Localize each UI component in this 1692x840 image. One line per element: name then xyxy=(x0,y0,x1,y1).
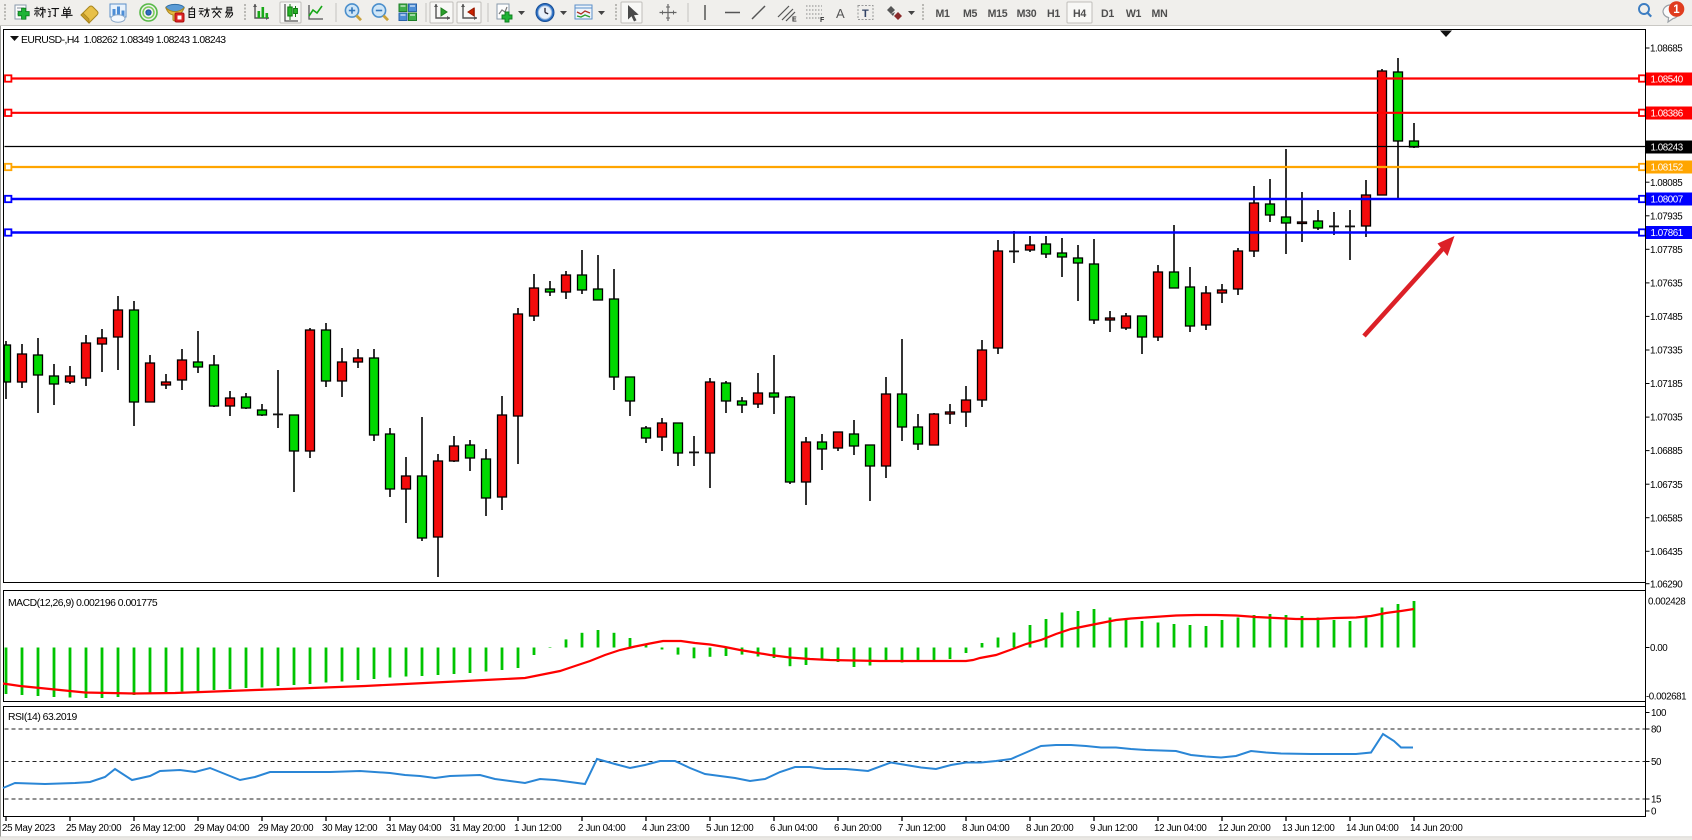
svg-text:1.08243: 1.08243 xyxy=(1651,143,1684,154)
svg-text:50: 50 xyxy=(1651,757,1662,768)
svg-text:1.06290: 1.06290 xyxy=(1650,579,1683,590)
svg-text:26 May 12:00: 26 May 12:00 xyxy=(130,823,186,834)
svg-text:1.08685: 1.08685 xyxy=(1650,44,1683,55)
svg-text:1.08085: 1.08085 xyxy=(1650,178,1683,189)
svg-text:MACD(12,26,9) 0.002196 0.00177: MACD(12,26,9) 0.002196 0.001775 xyxy=(8,598,158,609)
svg-text:12 Jun 20:00: 12 Jun 20:00 xyxy=(1218,823,1271,834)
svg-text:31 May 04:00: 31 May 04:00 xyxy=(386,823,442,834)
svg-text:1.07635: 1.07635 xyxy=(1650,279,1683,290)
svg-text:1.06735: 1.06735 xyxy=(1650,480,1683,491)
svg-text:1.07861: 1.07861 xyxy=(1651,228,1683,239)
svg-text:1.08540: 1.08540 xyxy=(1651,75,1684,86)
svg-text:0.002428: 0.002428 xyxy=(1648,597,1686,608)
svg-text:29 May 20:00: 29 May 20:00 xyxy=(258,823,314,834)
svg-text:4 Jun 23:00: 4 Jun 23:00 xyxy=(642,823,690,834)
svg-text:1.07185: 1.07185 xyxy=(1650,379,1683,390)
svg-text:2 Jun 04:00: 2 Jun 04:00 xyxy=(578,823,626,834)
svg-text:6 Jun 04:00: 6 Jun 04:00 xyxy=(770,823,818,834)
svg-text:1 Jun 12:00: 1 Jun 12:00 xyxy=(514,823,562,834)
svg-text:D1: D1 xyxy=(1101,8,1114,20)
svg-text:1.08386: 1.08386 xyxy=(1651,109,1684,120)
svg-text:1.08007: 1.08007 xyxy=(1651,195,1683,206)
svg-text:30 May 12:00: 30 May 12:00 xyxy=(322,823,378,834)
svg-text:29 May 04:00: 29 May 04:00 xyxy=(194,823,250,834)
svg-text:25 May 2023: 25 May 2023 xyxy=(2,823,56,834)
svg-text:15: 15 xyxy=(1651,795,1662,806)
svg-text:1.07485: 1.07485 xyxy=(1650,312,1683,323)
svg-text:W1: W1 xyxy=(1126,8,1142,20)
svg-text:M15: M15 xyxy=(988,8,1008,20)
svg-text:MN: MN xyxy=(1152,8,1168,20)
svg-text:RSI(14) 63.2019: RSI(14) 63.2019 xyxy=(8,712,77,723)
svg-text:1.06585: 1.06585 xyxy=(1650,513,1683,524)
svg-text:1.06885: 1.06885 xyxy=(1650,446,1683,457)
svg-text:8 Jun 04:00: 8 Jun 04:00 xyxy=(962,823,1010,834)
svg-text:0.00: 0.00 xyxy=(1650,643,1668,654)
svg-text:8 Jun 20:00: 8 Jun 20:00 xyxy=(1026,823,1074,834)
svg-text:12 Jun 04:00: 12 Jun 04:00 xyxy=(1154,823,1207,834)
svg-text:H4: H4 xyxy=(1073,8,1086,20)
svg-text:14 Jun 04:00: 14 Jun 04:00 xyxy=(1346,823,1399,834)
svg-text:100: 100 xyxy=(1651,708,1667,719)
svg-text:1.07335: 1.07335 xyxy=(1650,346,1683,357)
svg-text:5 Jun 12:00: 5 Jun 12:00 xyxy=(706,823,754,834)
svg-text:1: 1 xyxy=(1673,4,1680,16)
svg-text:1.07785: 1.07785 xyxy=(1650,245,1683,256)
svg-text:M30: M30 xyxy=(1017,8,1037,20)
svg-text:25 May 20:00: 25 May 20:00 xyxy=(66,823,122,834)
svg-text:E: E xyxy=(792,17,797,24)
svg-text:13 Jun 12:00: 13 Jun 12:00 xyxy=(1282,823,1335,834)
svg-text:H1: H1 xyxy=(1047,8,1060,20)
svg-text:7 Jun 12:00: 7 Jun 12:00 xyxy=(898,823,946,834)
svg-text:EURUSD-,H4 1.08262 1.08349 1.: EURUSD-,H4 1.08262 1.08349 1.08243 1.082… xyxy=(21,35,226,46)
svg-text:-0.002681: -0.002681 xyxy=(1646,692,1686,703)
svg-text:6 Jun 20:00: 6 Jun 20:00 xyxy=(834,823,882,834)
svg-text:1.07035: 1.07035 xyxy=(1650,413,1683,424)
svg-text:A: A xyxy=(836,6,845,21)
svg-text:1.06435: 1.06435 xyxy=(1650,547,1683,558)
svg-text:14 Jun 20:00: 14 Jun 20:00 xyxy=(1410,823,1463,834)
svg-text:M5: M5 xyxy=(963,8,978,20)
svg-text:80: 80 xyxy=(1651,725,1662,736)
svg-text:0: 0 xyxy=(1651,807,1657,818)
svg-text:1.07935: 1.07935 xyxy=(1650,211,1683,222)
svg-text:1.08152: 1.08152 xyxy=(1651,163,1683,174)
svg-text:F: F xyxy=(820,17,825,24)
svg-text:9 Jun 12:00: 9 Jun 12:00 xyxy=(1090,823,1138,834)
svg-text:31 May 20:00: 31 May 20:00 xyxy=(450,823,506,834)
svg-text:T: T xyxy=(862,8,869,20)
svg-text:M1: M1 xyxy=(935,8,950,20)
